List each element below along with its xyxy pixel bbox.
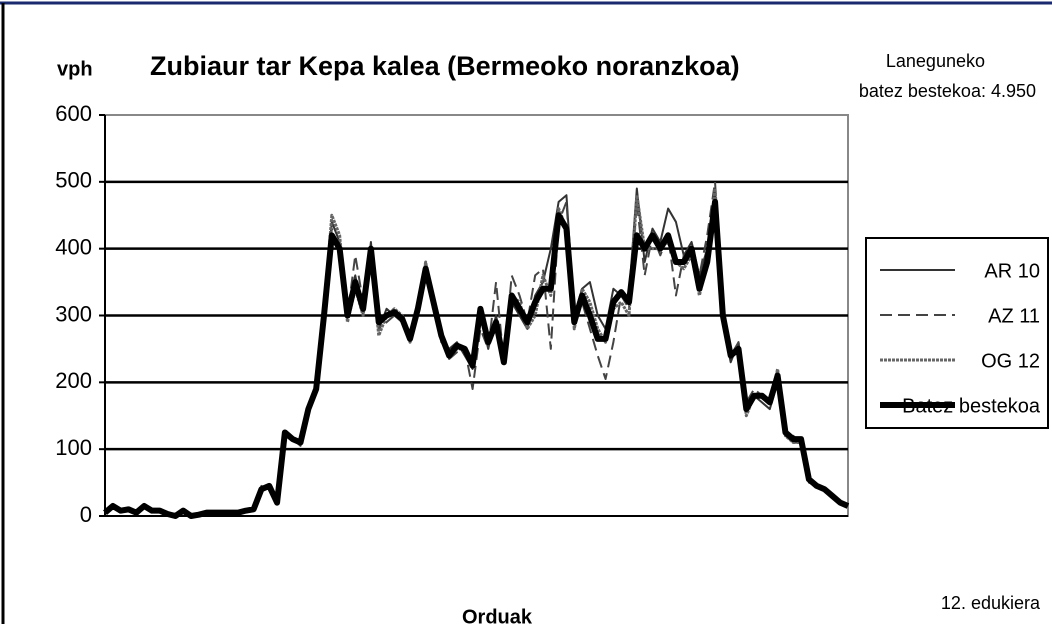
y-tick-label: 500 xyxy=(55,168,92,193)
legend-label: Batez bestekoa xyxy=(902,395,1041,417)
y-tick-label: 100 xyxy=(55,435,92,460)
series-line xyxy=(103,198,850,519)
footer: 12. edukiera xyxy=(941,593,1041,613)
y-axis-label: vph xyxy=(57,58,93,80)
annotation: Laneguneko xyxy=(886,51,985,71)
y-tick-label: 200 xyxy=(55,368,92,393)
legend-label: AZ 11 xyxy=(988,305,1040,327)
y-tick-label: 600 xyxy=(55,101,92,126)
annotation: batez bestekoa: 4.950 xyxy=(859,81,1036,101)
y-tick-label: 0 xyxy=(80,502,92,527)
x-axis-label: Orduak xyxy=(462,606,533,624)
legend-label: OG 12 xyxy=(981,350,1040,372)
y-tick-label: 300 xyxy=(55,301,92,326)
chart-title: Zubiaur tar Kepa kalea (Bermeoko noranzk… xyxy=(150,51,740,81)
y-tick-label: 400 xyxy=(55,234,92,259)
legend-label: AR 10 xyxy=(984,260,1040,282)
